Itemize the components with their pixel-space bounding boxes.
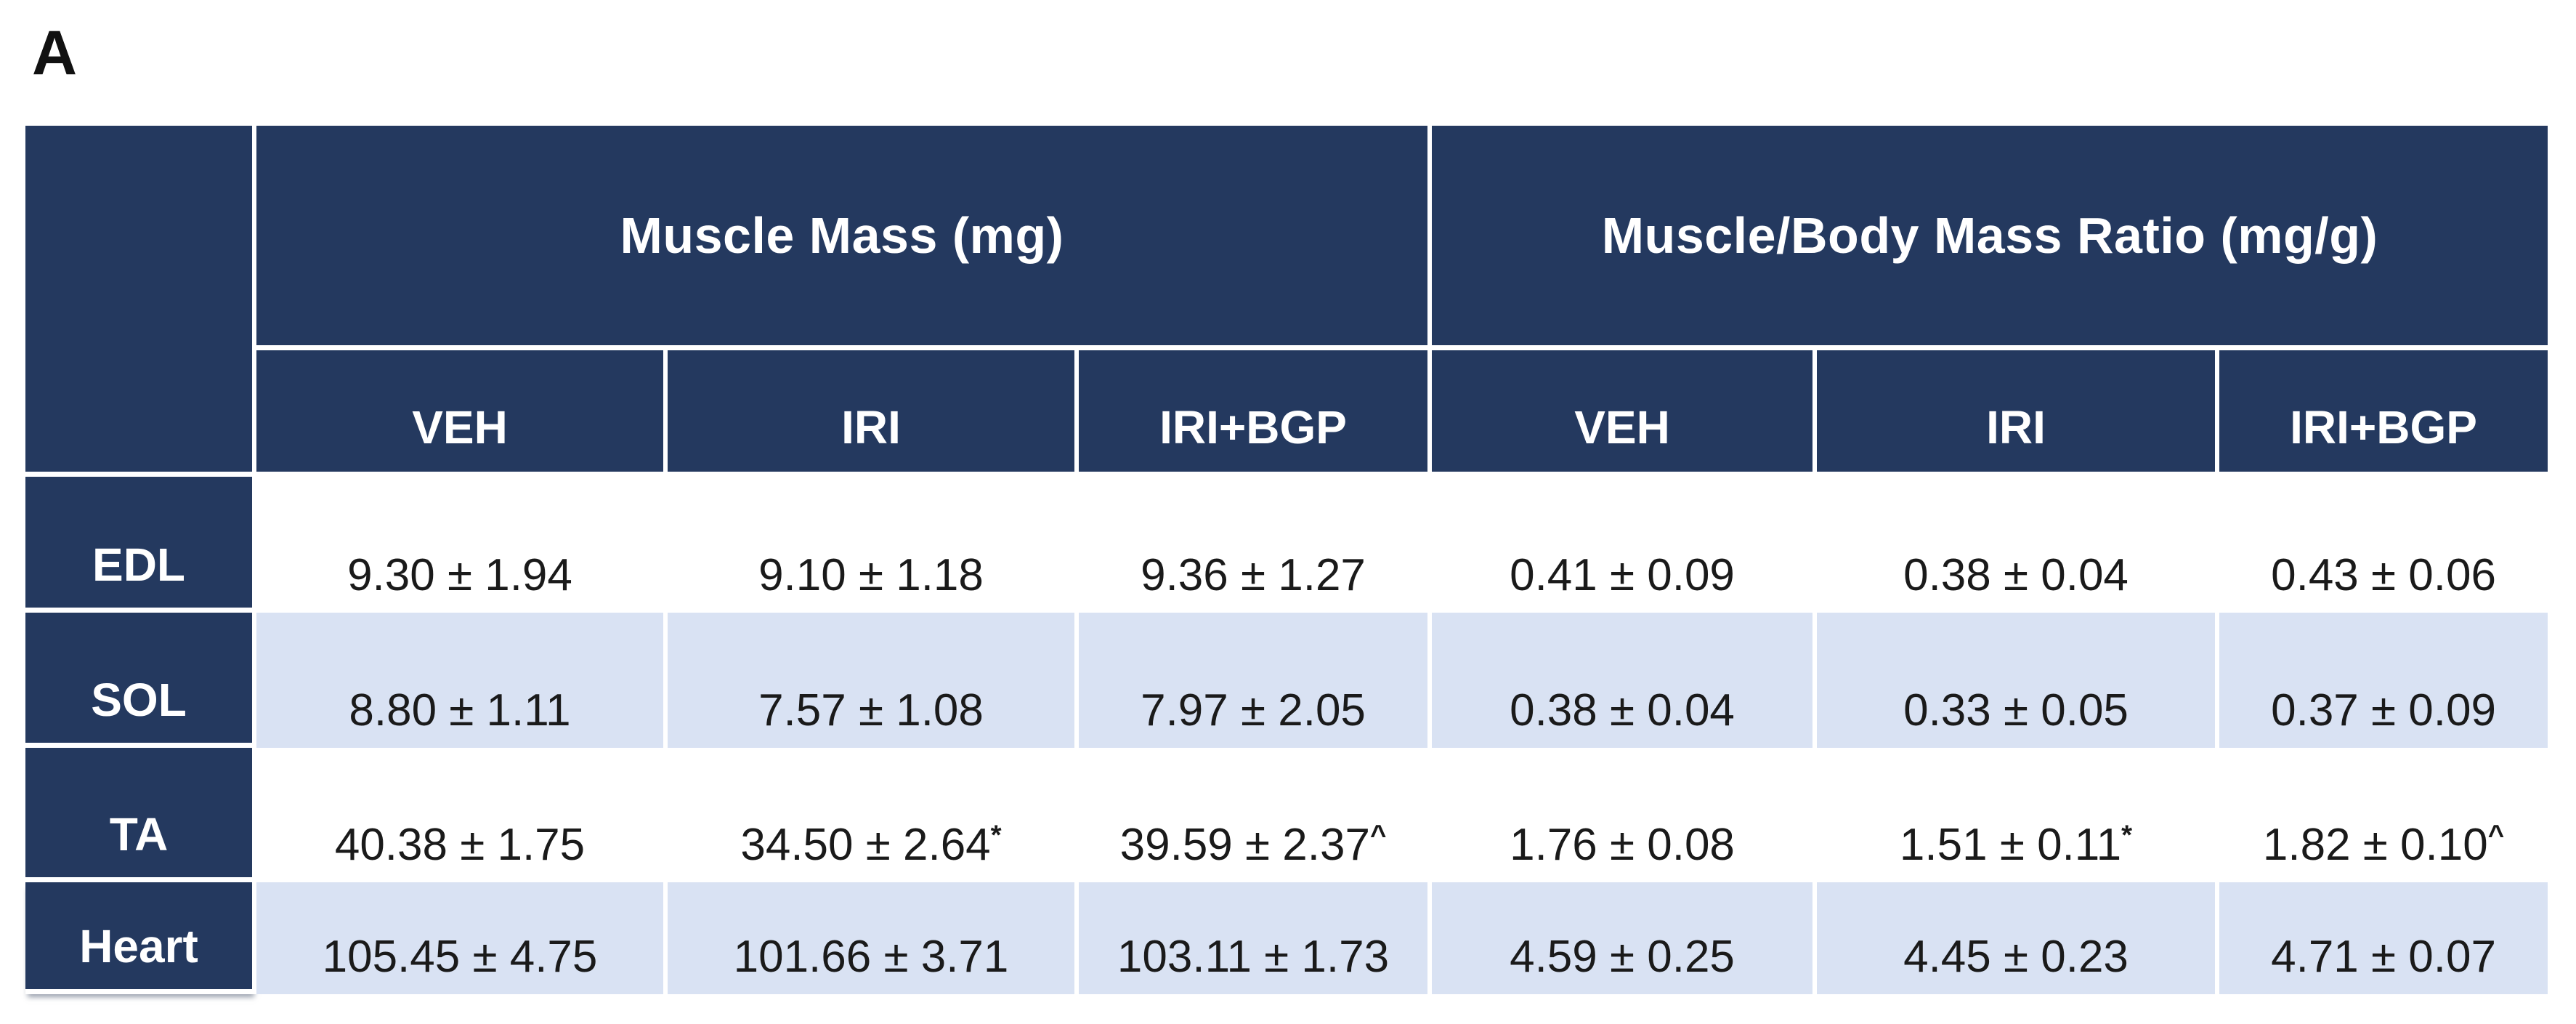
data-cell: 0.33 ± 0.05 <box>1817 613 2220 748</box>
table-row-ta: TA 40.38 ± 1.75 34.50 ± 2.64* 39.59 ± 2.… <box>25 748 2548 882</box>
table-row-heart: Heart 105.45 ± 4.75 101.66 ± 3.71 103.11… <box>25 882 2548 994</box>
value-text: 103.11 ± 1.73 <box>1117 932 1390 982</box>
significance-marker: ^ <box>2487 819 2505 851</box>
significance-marker: ^ <box>1369 819 1387 851</box>
corner-cell <box>25 126 256 477</box>
row-label-sol: SOL <box>25 613 256 748</box>
column-header-veh-mass: VEH <box>256 350 668 477</box>
data-cell: 0.37 ± 0.09 <box>2219 613 2548 748</box>
value-text: 1.51 ± 0.11 <box>1899 820 2122 870</box>
value-text: 4.45 ± 0.23 <box>1903 932 2129 982</box>
value-text: 105.45 ± 4.75 <box>322 932 598 982</box>
value-text: 39.59 ± 2.37 <box>1119 820 1370 870</box>
value-text: 4.71 ± 0.07 <box>2271 932 2496 982</box>
value-text: 0.41 ± 0.09 <box>1510 550 1735 600</box>
data-cell: 9.36 ± 1.27 <box>1079 477 1433 613</box>
value-text: 8.80 ± 1.11 <box>349 685 571 735</box>
column-header-iribgp-ratio: IRI+BGP <box>2219 350 2548 477</box>
value-text: 1.76 ± 0.08 <box>1510 820 1735 870</box>
value-text: 4.59 ± 0.25 <box>1510 932 1735 982</box>
value-text: 0.43 ± 0.06 <box>2271 550 2496 600</box>
data-cell: 1.76 ± 0.08 <box>1432 748 1818 882</box>
value-text: 0.37 ± 0.09 <box>2271 685 2496 735</box>
data-cell: 103.11 ± 1.73 <box>1079 882 1433 994</box>
group-header-mass-ratio: Muscle/Body Mass Ratio (mg/g) <box>1432 126 2548 350</box>
data-cell: 34.50 ± 2.64* <box>668 748 1079 882</box>
data-cell: 0.41 ± 0.09 <box>1432 477 1818 613</box>
data-cell: 9.30 ± 1.94 <box>256 477 668 613</box>
group-header-row: Muscle Mass (mg) Muscle/Body Mass Ratio … <box>25 126 2548 477</box>
value-text: 101.66 ± 3.71 <box>733 932 1009 982</box>
data-cell: 4.45 ± 0.23 <box>1817 882 2220 994</box>
data-cell: 4.59 ± 0.25 <box>1432 882 1818 994</box>
value-text: 7.57 ± 1.08 <box>758 685 984 735</box>
data-cell: 105.45 ± 4.75 <box>256 882 668 994</box>
value-text: 0.38 ± 0.04 <box>1510 685 1735 735</box>
panel-label: A <box>32 18 78 88</box>
significance-marker: * <box>990 819 1002 851</box>
data-cell: 39.59 ± 2.37^ <box>1079 748 1433 882</box>
data-cell: 101.66 ± 3.71 <box>668 882 1079 994</box>
value-text: 9.30 ± 1.94 <box>347 550 572 600</box>
row-label-ta: TA <box>25 748 256 882</box>
group-header-muscle-mass: Muscle Mass (mg) <box>256 126 1433 350</box>
data-cell: 8.80 ± 1.11 <box>256 613 668 748</box>
value-text: 9.10 ± 1.18 <box>758 550 984 600</box>
column-header-iri-ratio: IRI <box>1817 350 2220 477</box>
muscle-mass-table: Muscle Mass (mg) Muscle/Body Mass Ratio … <box>25 126 2548 994</box>
value-text: 0.38 ± 0.04 <box>1903 550 2129 600</box>
significance-marker: * <box>2121 819 2133 851</box>
data-cell: 0.43 ± 0.06 <box>2219 477 2548 613</box>
data-cell: 4.71 ± 0.07 <box>2219 882 2548 994</box>
row-label-heart: Heart <box>25 882 256 994</box>
data-cell: 9.10 ± 1.18 <box>668 477 1079 613</box>
data-cell: 1.51 ± 0.11* <box>1817 748 2220 882</box>
data-cell: 7.97 ± 2.05 <box>1079 613 1433 748</box>
data-cell: 7.57 ± 1.08 <box>668 613 1079 748</box>
data-cell: 40.38 ± 1.75 <box>256 748 668 882</box>
table-header: Muscle Mass (mg) Muscle/Body Mass Ratio … <box>25 126 2548 477</box>
value-text: 34.50 ± 2.64 <box>740 820 991 870</box>
column-header-row: VEH IRI IRI+BGP VEH IRI IRI+BGP <box>25 350 2548 477</box>
value-text: 1.82 ± 0.10 <box>2262 820 2488 870</box>
row-label-edl: EDL <box>25 477 256 613</box>
table-body: EDL 9.30 ± 1.94 9.10 ± 1.18 9.36 ± 1.27 … <box>25 477 2548 994</box>
data-cell: 0.38 ± 0.04 <box>1432 613 1818 748</box>
column-header-iri-mass: IRI <box>668 350 1079 477</box>
value-text: 0.33 ± 0.05 <box>1903 685 2129 735</box>
value-text: 9.36 ± 1.27 <box>1141 550 1366 600</box>
column-header-iribgp-mass: IRI+BGP <box>1079 350 1433 477</box>
column-header-veh-ratio: VEH <box>1432 350 1818 477</box>
value-text: 7.97 ± 2.05 <box>1141 685 1366 735</box>
table-row-edl: EDL 9.30 ± 1.94 9.10 ± 1.18 9.36 ± 1.27 … <box>25 477 2548 613</box>
data-cell: 0.38 ± 0.04 <box>1817 477 2220 613</box>
data-cell: 1.82 ± 0.10^ <box>2219 748 2548 882</box>
value-text: 40.38 ± 1.75 <box>334 820 586 870</box>
table-row-sol: SOL 8.80 ± 1.11 7.57 ± 1.08 7.97 ± 2.05 … <box>25 613 2548 748</box>
